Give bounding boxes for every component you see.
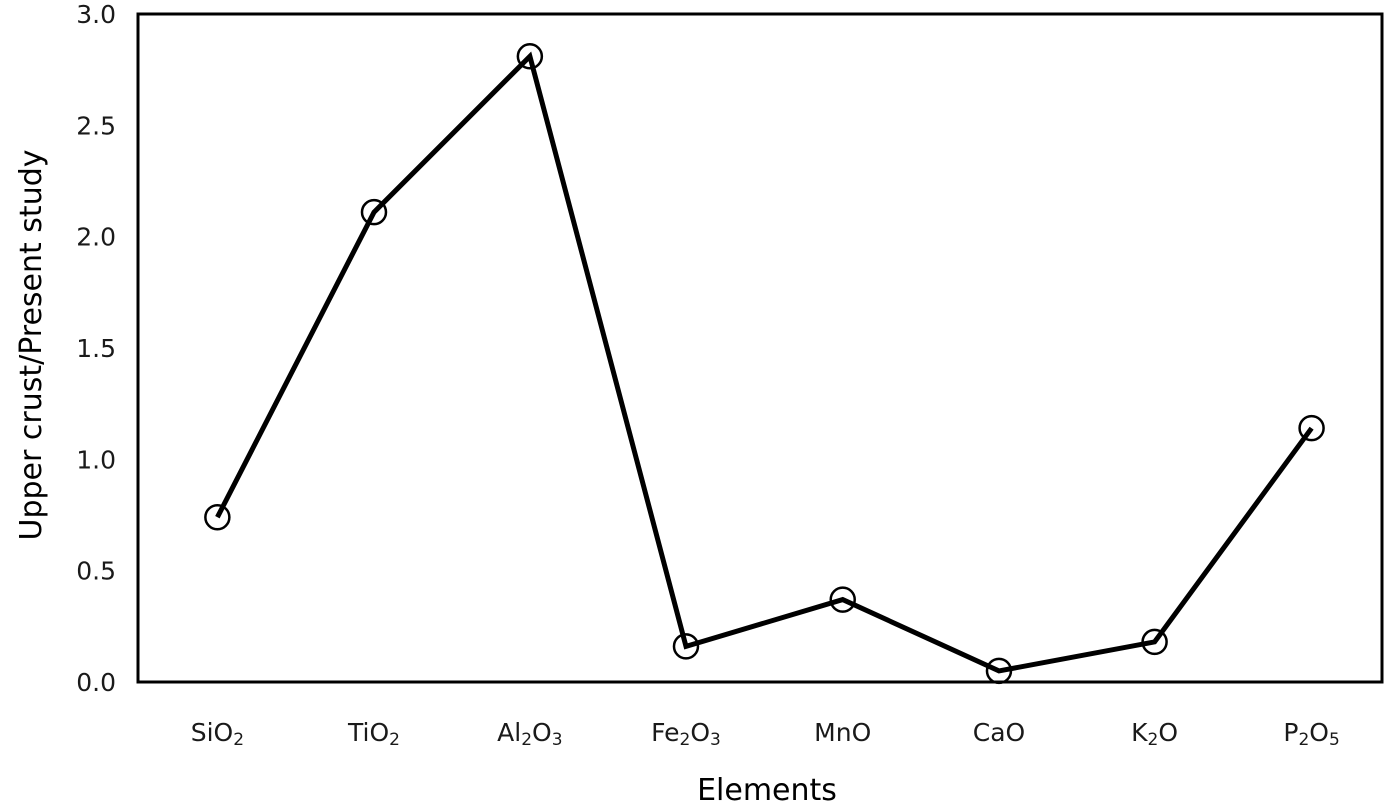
x-tick-label: K2O (1131, 718, 1178, 750)
x-tick-label: TiO2 (347, 718, 400, 750)
y-tick-label: 2.5 (76, 111, 116, 140)
data-point-marker (1141, 628, 1168, 656)
y-axis-title: Upper crust/Present study (14, 149, 49, 540)
y-tick-label: 0.5 (76, 557, 116, 586)
data-point-marker (672, 633, 700, 660)
y-tick-label: 1.0 (76, 445, 116, 474)
data-point-marker (1298, 414, 1325, 442)
x-axis-ticks: SiO2 TiO2 Al2O3 Fe2O3 MnO CaO K2O P2O5 (191, 718, 1340, 750)
data-point-marker (829, 586, 856, 613)
y-tick-label: 2.0 (76, 223, 116, 252)
x-tick-label: MnO (814, 718, 871, 747)
y-tick-label: 0.0 (76, 668, 116, 697)
data-point-marker (985, 657, 1013, 685)
y-tick-label: 1.5 (76, 334, 116, 363)
series-line (215, 51, 1314, 674)
x-tick-label: Fe2O3 (651, 718, 721, 750)
data-point-marker (516, 43, 544, 70)
x-tick-label: Al2O3 (497, 718, 562, 750)
x-tick-label: P2O5 (1283, 718, 1339, 750)
x-tick-label: CaO (973, 718, 1025, 747)
plot-area-frame (136, 12, 1384, 684)
x-tick-label: SiO2 (191, 718, 244, 750)
x-axis-title: Elements (697, 773, 837, 806)
y-tick-label: 3.0 (76, 0, 116, 29)
data-point-marker (204, 503, 231, 531)
y-axis-ticks: 0.0 0.5 1.0 1.5 2.0 2.5 3.0 (76, 0, 116, 697)
data-point-marker (360, 198, 388, 226)
series-markers (204, 43, 1325, 685)
